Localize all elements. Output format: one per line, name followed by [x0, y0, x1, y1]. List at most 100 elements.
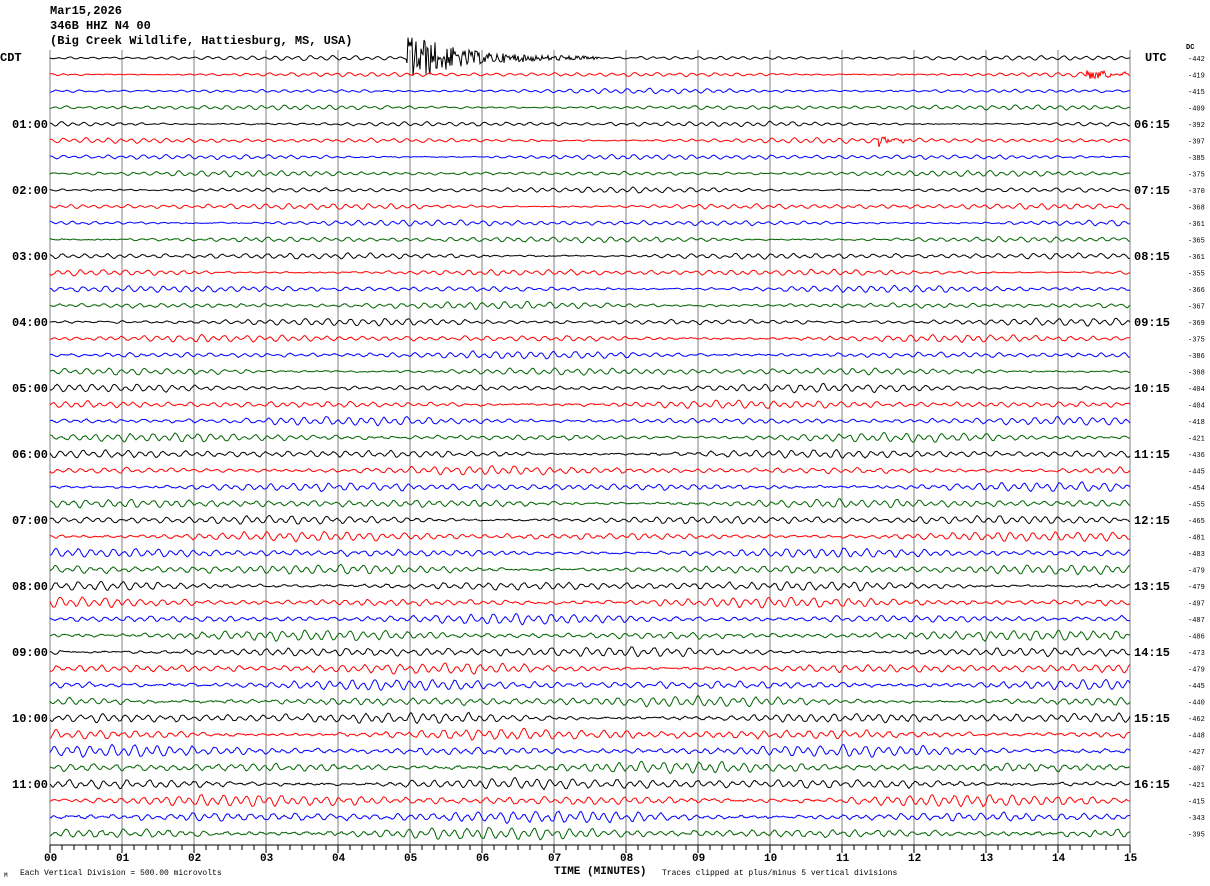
seismic-trace	[49, 547, 1131, 559]
seismic-trace	[49, 760, 1131, 775]
date-label: Mar15,2026	[50, 4, 123, 18]
dc-offset-label: -386	[1188, 353, 1205, 361]
seismic-trace	[49, 37, 1131, 76]
dc-offset-label: -448	[1188, 733, 1205, 741]
dc-offset-label: -479	[1188, 584, 1205, 592]
seismic-trace	[49, 793, 1131, 808]
dc-offset-label: -487	[1188, 617, 1205, 625]
x-tick-label: 08	[620, 853, 634, 865]
right-hour-label: 10:15	[1134, 382, 1170, 396]
location-label: (Big Creek Wildlife, Hattiesburg, MS, US…	[50, 34, 353, 48]
x-tick-label: 15	[1124, 853, 1138, 865]
dc-offset-label: -404	[1188, 403, 1205, 411]
x-tick-label: 04	[332, 853, 346, 865]
right-hour-label: 14:15	[1134, 646, 1170, 660]
dc-offset-label: -392	[1188, 122, 1205, 130]
left-hour-label: 08:00	[12, 580, 48, 594]
right-hour-label: 16:15	[1134, 778, 1170, 792]
scale-note: Each Vertical Division = 500.00 microvol…	[20, 869, 222, 878]
left-hour-label: 10:00	[12, 712, 48, 726]
dc-offset-label: -343	[1188, 815, 1205, 823]
right-hour-label: 06:15	[1134, 118, 1170, 132]
dc-offset-label: -407	[1188, 766, 1205, 774]
seismic-trace	[49, 186, 1131, 194]
seismic-trace	[49, 399, 1131, 410]
seismic-trace	[49, 563, 1131, 576]
seismic-trace	[49, 530, 1131, 543]
left-timezone-label: CDT	[0, 51, 22, 65]
seismic-trace	[49, 646, 1131, 658]
dc-offset-label: -367	[1188, 304, 1205, 312]
left-hour-label: 05:00	[12, 382, 48, 396]
dc-offset-label: -454	[1188, 485, 1205, 493]
left-hour-label: 06:00	[12, 448, 48, 462]
seismic-trace	[49, 449, 1131, 459]
dc-offset-label: -409	[1188, 106, 1205, 114]
dc-offset-label: -455	[1188, 502, 1205, 510]
seismic-trace	[49, 629, 1131, 642]
seismic-trace	[49, 678, 1131, 692]
seismic-trace	[49, 776, 1131, 791]
right-timezone-label: UTC	[1145, 51, 1167, 65]
seismic-trace	[49, 498, 1131, 509]
seismic-trace	[49, 169, 1131, 178]
right-hour-label: 13:15	[1134, 580, 1170, 594]
x-tick-label: 12	[908, 853, 921, 865]
x-tick-label: 13	[980, 853, 994, 865]
dc-offset-label: -440	[1188, 700, 1205, 708]
seismic-trace	[49, 333, 1131, 344]
seismic-trace	[49, 810, 1131, 825]
dc-offset-label: -486	[1188, 634, 1205, 642]
seismic-trace	[49, 827, 1131, 841]
left-hour-label: 03:00	[12, 250, 48, 264]
clip-note: Traces clipped at plus/minus 5 vertical …	[662, 869, 897, 878]
right-hour-label: 12:15	[1134, 514, 1170, 528]
seismic-trace	[49, 120, 1131, 128]
seismic-trace	[49, 153, 1131, 161]
dc-offset-label: -397	[1188, 139, 1205, 147]
x-tick-label: 01	[116, 853, 130, 865]
dc-label: DC	[1186, 44, 1194, 52]
dc-offset-label: -427	[1188, 749, 1205, 757]
x-tick-label: 09	[692, 853, 705, 865]
seismic-trace	[49, 694, 1131, 708]
logo-mark: M	[4, 872, 8, 879]
seismic-trace	[50, 415, 1131, 427]
seismic-trace	[49, 382, 1131, 394]
dc-offset-label: -415	[1188, 89, 1205, 97]
dc-offset-label: -483	[1188, 551, 1205, 559]
x-tick-label: 05	[404, 853, 418, 865]
dc-offset-label: -366	[1188, 287, 1205, 295]
seismic-trace	[49, 285, 1131, 293]
dc-offset-label: -375	[1188, 172, 1205, 180]
dc-offset-label: -479	[1188, 568, 1205, 576]
right-hour-label: 11:15	[1134, 448, 1170, 462]
station-label: 346B HHZ N4 00	[50, 19, 151, 33]
dc-offset-label: -418	[1188, 419, 1205, 427]
x-tick-label: 11	[836, 853, 850, 865]
seismic-trace	[49, 431, 1131, 443]
seismic-trace	[49, 317, 1131, 327]
x-tick-label: 02	[188, 853, 201, 865]
seismic-trace	[49, 711, 1131, 725]
dc-offset-label: -479	[1188, 667, 1205, 675]
seismic-trace	[49, 580, 1131, 592]
seismic-trace	[49, 252, 1131, 260]
dc-offset-label: -462	[1188, 716, 1205, 724]
dc-offset-label: -395	[1188, 832, 1205, 840]
left-hour-label: 02:00	[12, 184, 48, 198]
x-tick-label: 03	[260, 853, 274, 865]
seismic-trace	[49, 300, 1131, 311]
seismic-trace	[49, 235, 1131, 244]
dc-offset-label: -473	[1188, 650, 1205, 658]
left-hour-label: 09:00	[12, 646, 48, 660]
dc-offset-label: -365	[1188, 238, 1205, 246]
seismic-trace	[49, 104, 1131, 111]
dc-offset-label: -370	[1188, 188, 1205, 196]
dc-offset-label: -445	[1188, 683, 1205, 691]
dc-offset-label: -415	[1188, 799, 1205, 807]
dc-offset-label: -368	[1188, 205, 1205, 213]
seismic-trace	[49, 514, 1131, 525]
seismic-trace	[49, 596, 1131, 609]
dc-offset-label: -421	[1188, 782, 1205, 790]
